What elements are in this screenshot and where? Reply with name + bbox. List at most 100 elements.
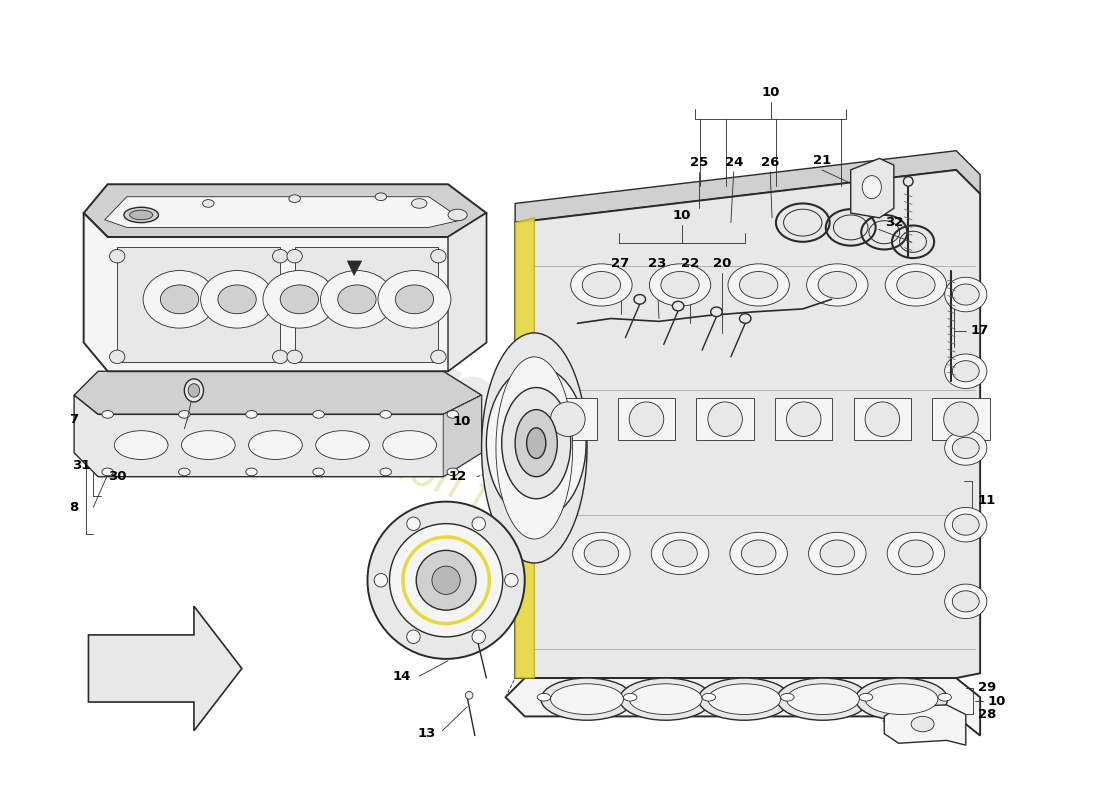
Text: 30: 30 xyxy=(108,470,126,483)
Ellipse shape xyxy=(911,717,934,732)
Ellipse shape xyxy=(482,333,587,563)
Ellipse shape xyxy=(502,387,571,498)
Text: 8: 8 xyxy=(69,501,79,514)
Ellipse shape xyxy=(178,468,190,476)
Ellipse shape xyxy=(102,468,113,476)
Ellipse shape xyxy=(730,532,788,574)
Ellipse shape xyxy=(245,468,257,476)
Text: 21: 21 xyxy=(813,154,832,166)
Ellipse shape xyxy=(447,468,459,476)
Ellipse shape xyxy=(218,285,256,314)
Ellipse shape xyxy=(786,684,859,714)
Ellipse shape xyxy=(263,270,336,328)
Ellipse shape xyxy=(537,694,551,701)
Ellipse shape xyxy=(739,314,751,323)
Ellipse shape xyxy=(551,684,624,714)
Text: 10: 10 xyxy=(452,414,471,427)
Polygon shape xyxy=(932,398,990,440)
Text: 24: 24 xyxy=(725,156,742,169)
Ellipse shape xyxy=(375,193,386,201)
Ellipse shape xyxy=(953,284,979,305)
Polygon shape xyxy=(448,213,486,371)
Ellipse shape xyxy=(383,430,437,459)
Text: 20: 20 xyxy=(713,258,732,270)
Polygon shape xyxy=(854,398,911,440)
Text: 17: 17 xyxy=(971,325,989,338)
Ellipse shape xyxy=(185,379,204,402)
Ellipse shape xyxy=(886,264,947,306)
Ellipse shape xyxy=(338,285,376,314)
Polygon shape xyxy=(84,213,486,371)
Ellipse shape xyxy=(527,428,546,458)
Ellipse shape xyxy=(818,271,857,298)
Ellipse shape xyxy=(472,517,485,530)
Polygon shape xyxy=(443,395,482,477)
Ellipse shape xyxy=(541,678,634,720)
Ellipse shape xyxy=(629,402,663,437)
Text: 29: 29 xyxy=(978,681,996,694)
Ellipse shape xyxy=(619,678,712,720)
Ellipse shape xyxy=(786,402,821,437)
Ellipse shape xyxy=(953,514,979,535)
Ellipse shape xyxy=(865,684,938,714)
Ellipse shape xyxy=(161,285,199,314)
Ellipse shape xyxy=(416,550,476,610)
Ellipse shape xyxy=(820,540,855,567)
Ellipse shape xyxy=(312,468,324,476)
Ellipse shape xyxy=(431,350,447,363)
Ellipse shape xyxy=(249,430,302,459)
Ellipse shape xyxy=(865,402,900,437)
Ellipse shape xyxy=(953,438,979,458)
Ellipse shape xyxy=(411,198,427,208)
Ellipse shape xyxy=(777,678,869,720)
Ellipse shape xyxy=(245,410,257,418)
Polygon shape xyxy=(88,606,242,730)
Ellipse shape xyxy=(741,540,776,567)
Ellipse shape xyxy=(273,250,288,263)
Polygon shape xyxy=(884,705,966,745)
Ellipse shape xyxy=(389,524,503,637)
Ellipse shape xyxy=(584,540,618,567)
Ellipse shape xyxy=(496,357,573,539)
Ellipse shape xyxy=(702,694,715,701)
Text: 31: 31 xyxy=(73,458,91,472)
Ellipse shape xyxy=(102,410,113,418)
Polygon shape xyxy=(348,261,362,275)
Ellipse shape xyxy=(448,209,468,221)
Ellipse shape xyxy=(432,566,460,594)
Polygon shape xyxy=(515,150,980,222)
Text: 32: 32 xyxy=(884,216,903,229)
Text: 28: 28 xyxy=(978,708,996,721)
Text: 12: 12 xyxy=(449,470,466,483)
Ellipse shape xyxy=(178,410,190,418)
Text: 11: 11 xyxy=(978,494,996,507)
Polygon shape xyxy=(850,158,894,218)
Ellipse shape xyxy=(672,302,684,311)
Polygon shape xyxy=(515,170,980,678)
Ellipse shape xyxy=(143,270,216,328)
Ellipse shape xyxy=(707,402,743,437)
Ellipse shape xyxy=(280,285,319,314)
Ellipse shape xyxy=(945,354,987,389)
Ellipse shape xyxy=(953,591,979,612)
Ellipse shape xyxy=(447,410,459,418)
Ellipse shape xyxy=(582,271,620,298)
Ellipse shape xyxy=(856,678,947,720)
Polygon shape xyxy=(84,184,486,237)
Ellipse shape xyxy=(711,307,723,317)
Ellipse shape xyxy=(806,264,868,306)
Ellipse shape xyxy=(505,574,518,587)
Ellipse shape xyxy=(945,584,987,618)
Ellipse shape xyxy=(624,694,637,701)
Ellipse shape xyxy=(374,574,387,587)
Polygon shape xyxy=(515,218,535,678)
Text: 13: 13 xyxy=(418,727,436,740)
Ellipse shape xyxy=(945,278,987,312)
Ellipse shape xyxy=(903,177,913,186)
Ellipse shape xyxy=(182,430,235,459)
Text: 10: 10 xyxy=(673,210,691,222)
Ellipse shape xyxy=(781,694,794,701)
Ellipse shape xyxy=(124,207,158,222)
Polygon shape xyxy=(74,371,482,414)
Ellipse shape xyxy=(661,271,700,298)
